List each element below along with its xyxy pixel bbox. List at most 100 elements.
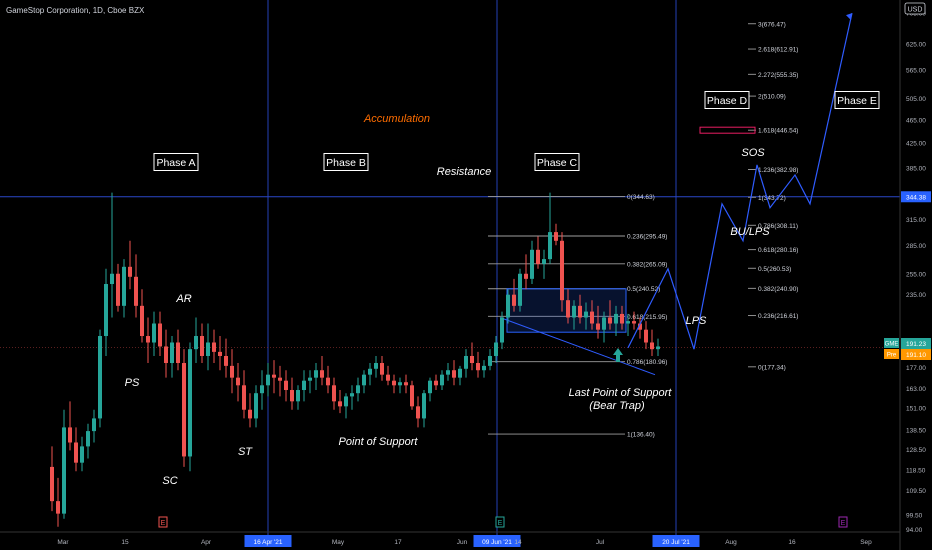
last-price-tag-label: GME [885, 342, 899, 348]
candle-body-77 [512, 295, 516, 306]
fib-ext-label-10: 0.382(240.90) [758, 286, 798, 293]
candle-body-19 [164, 346, 168, 363]
candle-body-1 [56, 501, 60, 514]
time-tick-4: May [332, 539, 345, 546]
price-tick-2: 109.50 [906, 488, 926, 495]
candle-body-94 [614, 314, 618, 324]
candle-body-38 [278, 378, 282, 381]
bu-lps-label: BU/LPS [730, 226, 770, 238]
price-tick-18: 625.00 [906, 42, 926, 49]
candle-body-101 [656, 346, 660, 349]
candle-body-16 [146, 336, 150, 342]
time-tick-10: 20 Jul '21 [662, 539, 690, 546]
fib-ext-label-0: 3(676.47) [758, 21, 786, 28]
time-tick-0: Mar [57, 539, 69, 546]
price-tick-10: 255.00 [906, 271, 926, 278]
candle-body-26 [206, 343, 210, 356]
price-tick-6: 151.00 [906, 406, 926, 413]
time-tick-1: 15 [121, 539, 129, 546]
price-tick-9: 235.00 [906, 292, 926, 299]
candle-body-52 [362, 375, 366, 386]
phase-label-2: Phase B [326, 157, 366, 169]
candle-body-12 [122, 267, 126, 306]
candle-body-39 [284, 381, 288, 390]
candle-body-49 [344, 396, 348, 406]
fib-level-label-3: 0.5(240.52) [627, 286, 660, 293]
sos-label: SOS [741, 147, 765, 159]
candle-body-29 [224, 356, 228, 366]
candle-body-100 [650, 343, 654, 350]
candle-body-45 [320, 370, 324, 377]
candle-body-96 [626, 321, 630, 323]
price-tick-8: 177.00 [906, 365, 926, 372]
candle-body-71 [476, 363, 480, 370]
phase-label-3: Phase C [537, 157, 578, 169]
price-tick-0: 94.00 [906, 527, 923, 534]
candle-body-44 [314, 370, 318, 377]
candle-body-10 [110, 274, 114, 284]
candle-body-15 [140, 306, 144, 336]
price-tick-5: 138.50 [906, 428, 926, 435]
resistance-price-value: 344.38 [906, 194, 926, 201]
candle-body-20 [170, 343, 174, 364]
candle-body-87 [572, 306, 576, 318]
fib-ext-label-11: 0.236(216.61) [758, 313, 798, 320]
time-tick-13: Sep [860, 539, 872, 546]
time-tick-12: 16 [788, 539, 796, 546]
candle-body-48 [338, 401, 342, 406]
candle-body-59 [404, 382, 408, 385]
candle-body-84 [554, 232, 558, 241]
pre-price-value: 191.10 [906, 352, 926, 359]
bear-trap-label: (Bear Trap) [589, 400, 645, 412]
candle-body-95 [620, 314, 624, 324]
candle-body-79 [524, 274, 528, 279]
candle-body-54 [374, 363, 378, 369]
time-tick-2: Apr [201, 539, 212, 546]
price-tick-12: 315.00 [906, 217, 926, 224]
price-tick-13: 385.00 [906, 166, 926, 173]
fib-level-label-5: 0.786(180.96) [627, 359, 667, 366]
candle-body-60 [410, 385, 414, 406]
candle-body-30 [230, 366, 234, 378]
candle-body-67 [452, 370, 456, 377]
candle-body-57 [392, 381, 396, 386]
time-tick-7: 09 Jun '21 [482, 539, 512, 546]
candle-body-65 [440, 375, 444, 386]
fib-ext-label-5: 1.236(382.98) [758, 167, 798, 174]
candle-body-34 [254, 393, 258, 418]
currency-badge: USD [905, 3, 925, 14]
candle-body-8 [98, 336, 102, 418]
candle-body-41 [296, 390, 300, 401]
candle-body-92 [602, 317, 606, 329]
candle-body-22 [182, 363, 186, 456]
candle-body-75 [500, 317, 504, 342]
candle-body-97 [632, 321, 636, 323]
candle-body-89 [584, 312, 588, 318]
candle-body-72 [482, 366, 486, 370]
candle-body-62 [422, 393, 426, 418]
candle-body-68 [458, 369, 462, 378]
candle-body-11 [116, 274, 120, 306]
candle-body-2 [62, 427, 66, 513]
last-price-value: 191.23 [906, 341, 926, 348]
time-tick-5: 17 [394, 539, 402, 546]
fib-ext-label-9: 0.5(260.53) [758, 266, 791, 273]
time-tick-9: Jul [596, 539, 605, 546]
fib-ext-label-4: 1.618(446.54) [758, 128, 798, 135]
candle-body-64 [434, 381, 438, 386]
lps-label: LPS [686, 315, 707, 327]
event-marker-label-0: E [161, 520, 166, 527]
candle-body-63 [428, 381, 432, 394]
candle-body-61 [416, 406, 420, 418]
ps-label: PS [125, 377, 140, 389]
candle-body-50 [350, 393, 354, 396]
candle-body-76 [506, 295, 510, 318]
phase-label-1: Phase A [156, 157, 195, 169]
candle-body-78 [518, 274, 522, 306]
candle-body-90 [590, 312, 594, 324]
price-tick-15: 465.00 [906, 117, 926, 124]
candle-body-80 [530, 250, 534, 279]
fib-ext-label-2: 2.272(555.35) [758, 72, 798, 79]
candle-body-4 [74, 442, 78, 462]
